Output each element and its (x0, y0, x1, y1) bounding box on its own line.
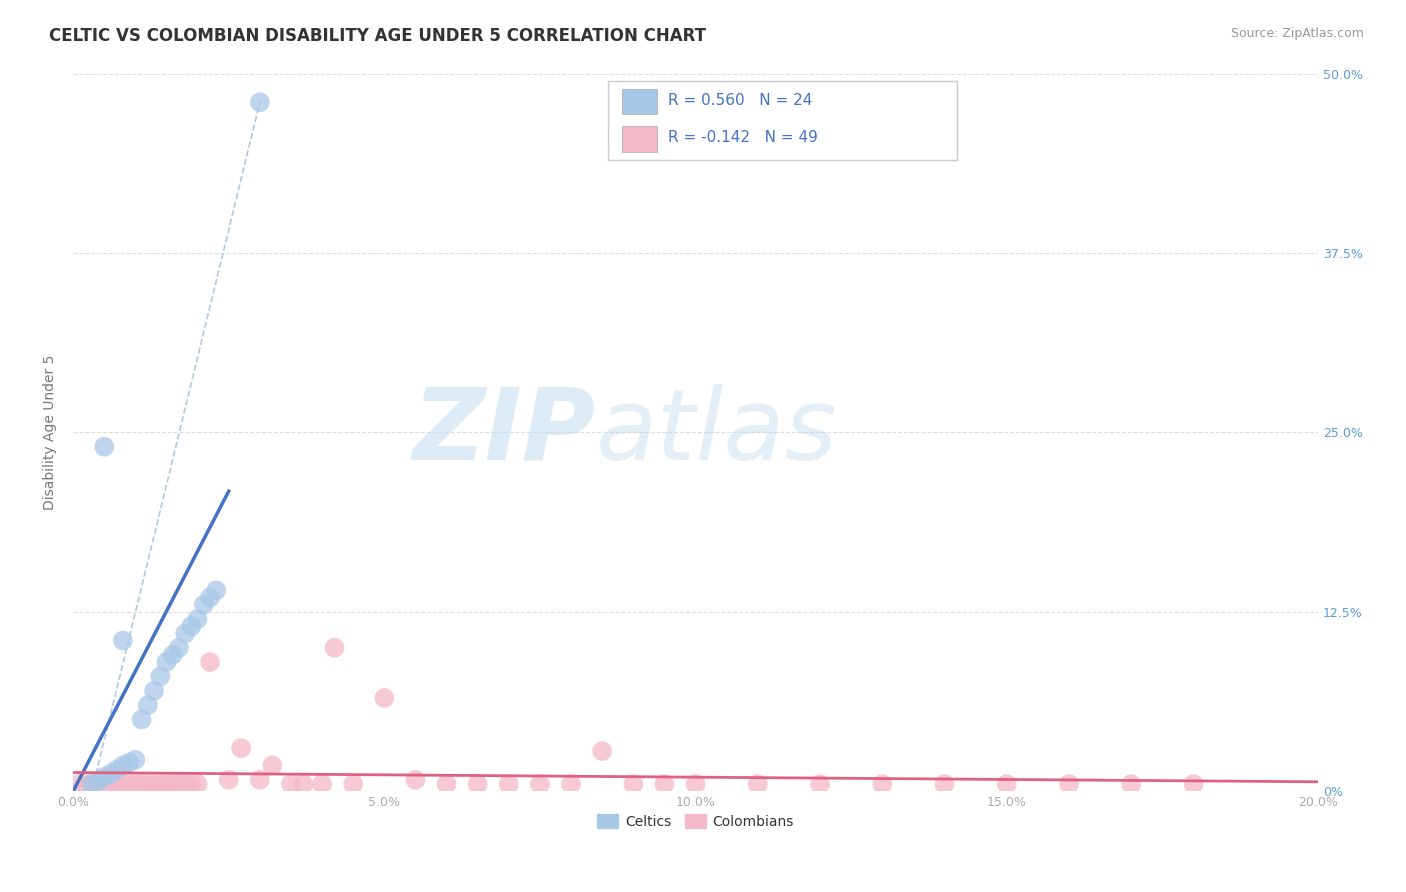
Point (111, 758, 134, 772)
Point (155, 655, 177, 669)
Point (100, 777, 122, 791)
Point (218, 772, 240, 787)
Point (155, 777, 177, 791)
Point (560, 777, 582, 791)
Point (131, 713, 153, 727)
Point (75, 777, 97, 791)
Point (67, 777, 90, 791)
Point (167, 777, 190, 791)
Text: CELTIC VS COLOMBIAN DISABILITY AGE UNDER 5 CORRELATION CHART: CELTIC VS COLOMBIAN DISABILITY AGE UNDER… (49, 27, 706, 45)
Point (162, 777, 184, 791)
Point (311, 777, 333, 791)
Point (1182, 777, 1205, 791)
Point (105, 777, 128, 791)
Text: ZIP: ZIP (413, 384, 596, 481)
Point (80, 777, 103, 791)
Point (591, 744, 613, 758)
Point (149, 777, 172, 791)
Point (1121, 777, 1143, 791)
Point (621, 777, 644, 791)
Point (934, 777, 956, 791)
Text: Source: ZipAtlas.com: Source: ZipAtlas.com (1230, 27, 1364, 40)
Point (80, 777, 103, 791)
Point (323, 640, 346, 655)
Point (143, 777, 166, 791)
Point (131, 777, 153, 791)
Point (124, 777, 146, 791)
Point (136, 698, 159, 713)
Point (193, 598, 215, 612)
Point (118, 756, 141, 770)
Point (280, 777, 302, 791)
Point (342, 777, 364, 791)
Point (162, 648, 184, 662)
Point (685, 777, 707, 791)
Point (93, 772, 115, 787)
Point (105, 763, 128, 777)
Point (1057, 777, 1080, 791)
Point (205, 583, 228, 598)
Point (249, 95, 271, 110)
Point (747, 777, 769, 791)
Point (100, 767, 122, 781)
Legend: Celtics, Colombians: Celtics, Colombians (592, 809, 800, 835)
Point (149, 669, 172, 683)
Point (180, 777, 202, 791)
Point (498, 777, 520, 791)
Point (167, 640, 190, 655)
Point (118, 777, 141, 791)
Point (180, 619, 202, 633)
Point (808, 777, 831, 791)
Point (111, 633, 134, 648)
Point (143, 683, 166, 698)
Point (174, 626, 197, 640)
Point (529, 777, 551, 791)
Point (231, 741, 253, 756)
Point (872, 777, 894, 791)
Point (136, 777, 159, 791)
Point (436, 777, 458, 791)
Point (198, 655, 221, 669)
Point (262, 758, 284, 772)
Text: atlas: atlas (596, 384, 838, 481)
Point (87, 777, 110, 791)
Point (87, 774, 110, 789)
Point (292, 777, 315, 791)
Point (404, 772, 426, 787)
Point (198, 591, 221, 605)
Point (93, 440, 115, 454)
Point (373, 690, 395, 705)
Y-axis label: Disability Age Under 5: Disability Age Under 5 (44, 355, 58, 510)
Point (249, 772, 271, 787)
Point (93, 770, 115, 784)
Point (995, 777, 1018, 791)
Point (187, 777, 209, 791)
Point (187, 612, 209, 626)
Point (174, 777, 197, 791)
Point (654, 777, 676, 791)
Point (124, 753, 146, 767)
Point (467, 777, 489, 791)
Point (111, 777, 134, 791)
